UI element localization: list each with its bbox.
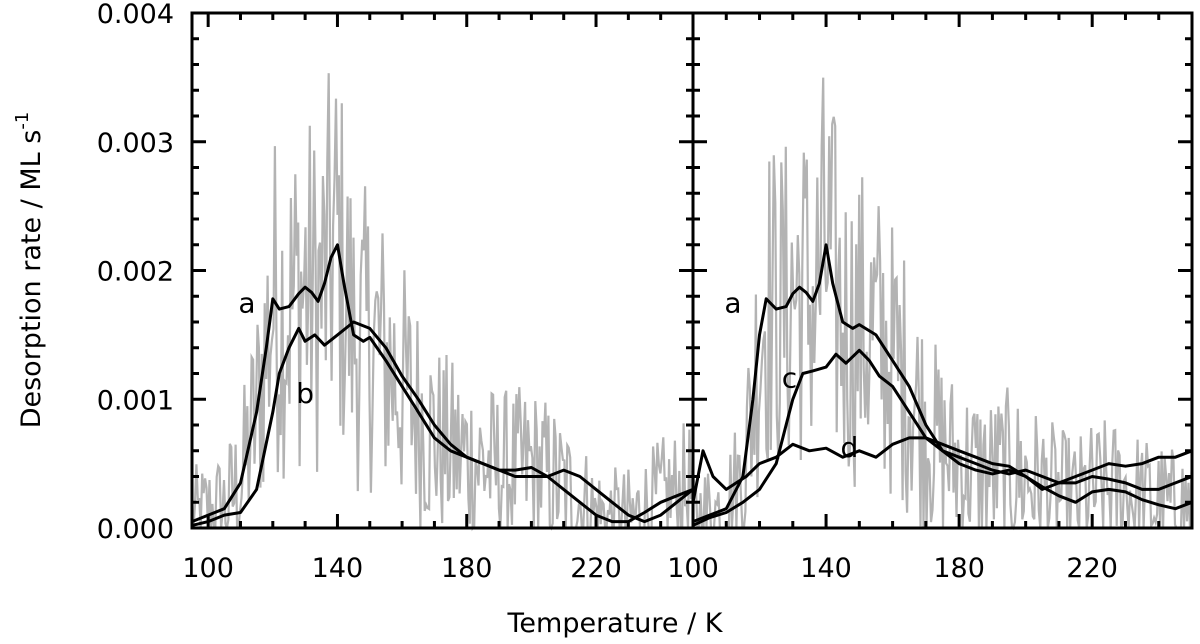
x-tick-label: 140: [312, 553, 364, 584]
curve-label-d: d: [840, 431, 858, 464]
curve-label-a: a: [724, 287, 741, 320]
curve-label-b: b: [296, 377, 314, 410]
x-tick-label: 180: [933, 553, 985, 584]
panel-right: a c d 100 140 180 220: [667, 11, 1194, 584]
y-tick-labels: 0.000 0.001 0.002 0.003 0.004: [97, 0, 174, 545]
series-line-a: [191, 243, 694, 524]
x-tick-label: 220: [1066, 553, 1118, 584]
curve-label-c: c: [782, 361, 797, 394]
y-tick-label: 0.004: [97, 0, 174, 30]
x-tick-label: 180: [441, 553, 493, 584]
y-tick-label: 0.003: [97, 128, 174, 159]
y-tick-label: 0.001: [97, 385, 174, 416]
series-line-a: [692, 243, 1193, 523]
raw-data-trace: [190, 73, 694, 532]
x-axis-title: Temperature / K: [507, 608, 724, 639]
x-tick-label: 100: [667, 553, 719, 584]
x-tick-label: 100: [182, 553, 234, 584]
y-tick-label: 0.002: [97, 257, 174, 288]
curve-label-a: a: [238, 287, 255, 320]
y-tick-label: 0.000: [97, 514, 174, 545]
panel-left: a b 100 140 180 220: [182, 11, 695, 584]
series-line-c: [692, 348, 1193, 527]
y-axis-title: Desorption rate / ML s-1: [12, 112, 47, 429]
series-line-d: [691, 436, 1193, 503]
x-tick-label: 140: [800, 553, 852, 584]
series-line-b: [191, 320, 694, 527]
x-tick-label: 220: [570, 553, 622, 584]
